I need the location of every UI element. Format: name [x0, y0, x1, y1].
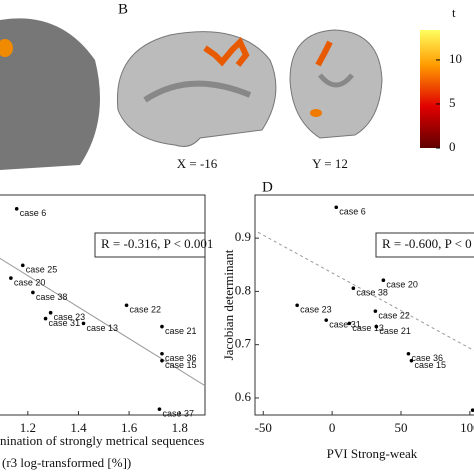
point — [406, 351, 411, 356]
brain-coronal — [289, 29, 383, 139]
point-label: case 36 — [165, 353, 197, 363]
slice-label: Y = 12 — [312, 156, 348, 171]
point-label: case 36 — [411, 353, 443, 363]
y-tick-label: 0.6 — [235, 389, 252, 404]
plot-frame — [0, 194, 206, 416]
colorbar-tick-label: 10 — [449, 51, 462, 66]
point — [334, 205, 339, 210]
point — [124, 303, 129, 308]
x-axis-label: nination of strongly metrical sequences — [0, 433, 204, 448]
point-label: case 15 — [414, 360, 446, 370]
colorbar-tick-label: 5 — [449, 95, 456, 110]
colorbar — [420, 30, 440, 148]
point — [470, 408, 474, 413]
point-label: case 22 — [130, 305, 162, 315]
point — [373, 309, 378, 313]
point — [43, 316, 48, 321]
point-label: case 15 — [165, 360, 197, 370]
point — [160, 324, 164, 329]
plot-frame — [254, 194, 474, 416]
y-tick-label: 0.7 — [235, 336, 252, 351]
y-axis-label: Jacobian determinant — [221, 249, 236, 360]
colorbar-tick-label: 0 — [449, 139, 456, 154]
point — [31, 290, 35, 295]
brain-left — [0, 18, 100, 171]
point-label: case 13 — [87, 323, 119, 333]
point — [157, 407, 162, 411]
point-label: case 31 — [49, 318, 81, 328]
point — [160, 351, 164, 356]
point — [324, 318, 329, 322]
point-label: case 6 — [20, 208, 47, 218]
point — [381, 278, 386, 283]
x-tick-label: 50 — [395, 420, 408, 435]
point — [48, 310, 53, 315]
x-tick-label: -50 — [255, 420, 272, 435]
point-label: case 13 — [352, 323, 384, 333]
brain-sagittal — [116, 31, 277, 147]
y-tick-label: 0.9 — [235, 229, 251, 244]
x-tick-label: 1.6 — [121, 420, 138, 435]
point-label: case 6 — [339, 207, 366, 217]
x-tick-label: 100 — [460, 420, 474, 435]
x-tick-label: 1.4 — [70, 420, 87, 435]
slice-label: X = -16 — [177, 156, 218, 171]
point — [295, 303, 299, 308]
annotation: R = -0.600, P < 0 — [382, 236, 472, 251]
point — [374, 324, 379, 329]
point-label: case 37 — [162, 409, 194, 419]
panel-label: B — [118, 1, 128, 17]
colorbar-title: t — [452, 5, 456, 20]
point — [9, 276, 13, 280]
panel-label: D — [262, 179, 273, 195]
point — [160, 358, 164, 363]
x-axis-label: PVI Strong-weak — [327, 446, 418, 461]
point-label: case 22 — [378, 311, 410, 321]
trend-line — [0, 257, 206, 387]
point — [81, 321, 86, 326]
point-label: case 20 — [14, 277, 46, 287]
annotation-box — [94, 232, 206, 258]
point-label: case 20 — [386, 280, 418, 290]
point-label: case 21 — [379, 326, 411, 336]
point-label: case 38 — [356, 288, 388, 298]
point — [20, 263, 25, 268]
trend-line — [257, 231, 474, 351]
point-label: case 23 — [300, 305, 332, 315]
point — [351, 286, 356, 291]
point — [347, 321, 352, 326]
point — [409, 358, 414, 363]
point-label: case 31 — [329, 320, 361, 330]
point-label: case 38 — [36, 292, 68, 302]
annotation: R = -0.316, P < 0.001 — [101, 236, 213, 251]
x-tick-label: 1.2 — [20, 420, 36, 435]
annotation-box — [375, 232, 474, 258]
x-axis-label: (r3 log-transformed [%]) — [2, 455, 131, 470]
y-tick-label: 0.8 — [235, 282, 251, 297]
point-label: case 21 — [165, 326, 197, 336]
point-label: case 23 — [54, 312, 86, 322]
point — [14, 207, 19, 211]
point-label: case 25 — [26, 265, 58, 275]
x-tick-label: 1.8 — [172, 420, 188, 435]
x-tick-label: 0 — [329, 420, 336, 435]
